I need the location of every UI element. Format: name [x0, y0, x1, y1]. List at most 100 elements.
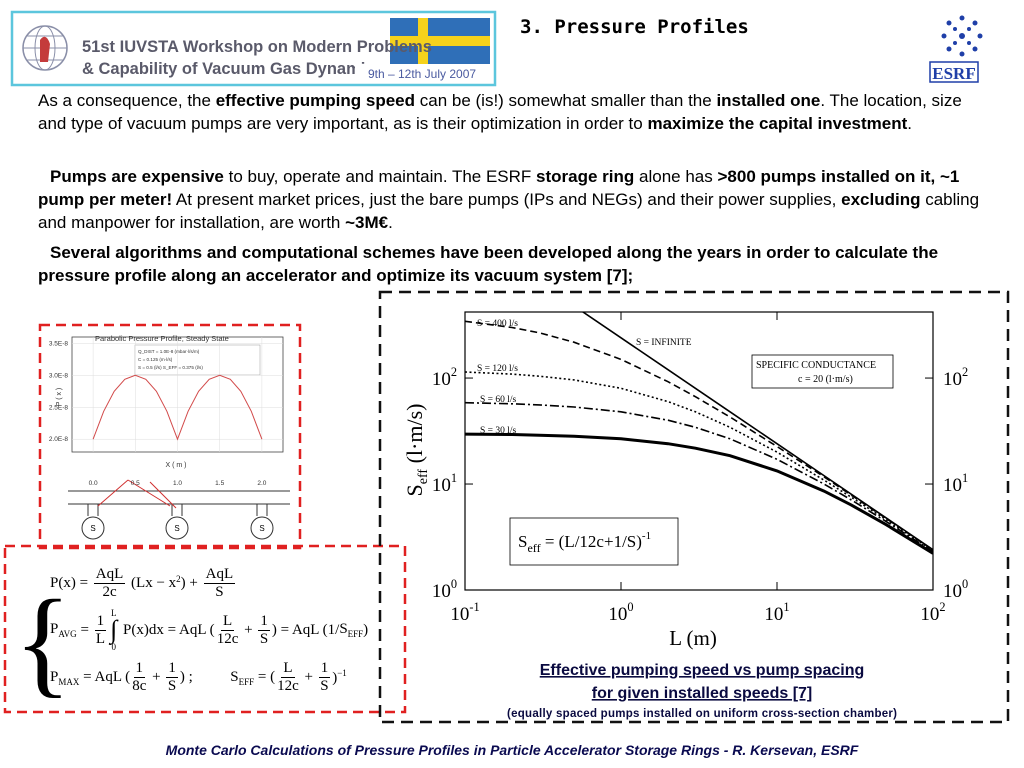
y-tick-label-base: 3.0E-8: [49, 372, 69, 379]
math-text: P(x)dx = AqL (: [119, 621, 215, 639]
x-tick-label: 1.0: [173, 480, 182, 487]
logo-text: ESRF: [932, 64, 975, 83]
fraction: L 12c: [277, 660, 299, 695]
y-axis-label: Seff (l·m/s): [402, 404, 431, 497]
math-text: +: [148, 669, 164, 686]
x-tick-label-exponent: -1: [469, 600, 479, 614]
denominator: S: [259, 630, 269, 647]
annotation: SPECIFIC CONDUCTANCE: [756, 360, 876, 371]
y-tick-label-base: 2.0E-8: [49, 436, 69, 443]
y-tick-label-exponent: 0: [451, 577, 457, 591]
pump-label: S: [90, 524, 95, 533]
integral-lower: 0: [111, 642, 116, 652]
text: .: [907, 114, 913, 133]
denominator: S: [167, 678, 177, 694]
x-tick-label: 100: [608, 600, 633, 625]
x-tick-label: 10-1: [450, 600, 479, 625]
x-tick-label: 102: [920, 600, 945, 625]
fraction: AqL 2c: [93, 566, 126, 601]
series-label: S = 60 l/s: [480, 395, 517, 405]
series-label: S = 120 l/s: [477, 364, 518, 374]
x-tick-label-base: 1.0: [173, 480, 182, 487]
text: As a consequence, the: [38, 91, 216, 110]
math-text: (Lx − x: [127, 575, 176, 592]
text: At present market prices, just the bare …: [172, 190, 842, 209]
pump-label: S: [174, 524, 179, 533]
globe-icon: [22, 25, 68, 71]
numerator: L: [281, 660, 295, 678]
text: can be (is!) somewhat smaller than the: [415, 91, 717, 110]
inset-frame: [38, 323, 302, 550]
numerator: 1: [94, 612, 107, 631]
bold-text: effective pumping speed: [215, 91, 416, 110]
text: .: [388, 213, 393, 232]
y-label-subscript: eff: [416, 469, 431, 485]
numerator: AqL: [93, 566, 126, 584]
math-text: +: [301, 669, 317, 686]
math-symbol: P(x)dx = AqL (: [119, 621, 215, 638]
y-tick-label-exponent: 2: [451, 365, 457, 379]
inset-title: Parabolic Pressure Profile, Steady State: [95, 334, 229, 343]
paragraph: Several algorithms and computational sch…: [38, 241, 986, 287]
numerator: L: [220, 612, 235, 631]
data-line: [92, 374, 263, 441]
math-symbol: +: [148, 669, 165, 685]
fraction: L 12c: [217, 613, 239, 648]
bold-text: maximize the capital investment: [647, 114, 908, 133]
series-label: S = INFINITE: [636, 338, 692, 348]
superscript: 2: [176, 574, 181, 584]
denominator: 12c: [216, 630, 239, 647]
numerator: 1: [258, 612, 270, 631]
math-symbol: ): [332, 670, 338, 686]
text: alone has: [634, 167, 718, 186]
y-label-symbol: S: [402, 484, 427, 496]
formula-superscript: -1: [642, 530, 651, 542]
math-symbol: +: [300, 669, 317, 685]
numerator: 1: [133, 660, 146, 678]
math-symbol: S: [230, 668, 239, 685]
x-tick-label: 101: [764, 600, 789, 625]
equation: PMAX = AqL (1 8c + 1 S) ; SEFF = (L 12c + 1…: [50, 660, 347, 695]
y2-tick-label-exponent: 2: [962, 365, 968, 379]
formula-symbol: S: [518, 532, 527, 551]
math-text: = AqL (: [79, 669, 130, 686]
y-tick-label: 100: [432, 577, 457, 602]
text: . The location, size and type of vacuum …: [38, 91, 962, 133]
math-symbol: ) ;: [179, 669, 231, 685]
math-text: ) ;: [180, 669, 230, 686]
math-text: ) +: [181, 575, 202, 592]
math-symbol: S: [339, 621, 348, 637]
math-symbol: ): [363, 621, 369, 638]
math-text: P(x) =: [50, 575, 92, 592]
math-text: = (: [254, 669, 275, 686]
math-symbol: +: [240, 621, 257, 638]
x-tick-label-exponent: 2: [939, 600, 945, 614]
brace: {: [14, 575, 72, 708]
caption-line: Effective pumping speed vs pump spacing: [540, 662, 865, 679]
y-tick-label: 2.0E-8: [49, 436, 69, 443]
inset-x-label: X ( m ): [166, 462, 187, 469]
math-text: =: [77, 622, 93, 639]
x-tick-label-base: 10: [764, 604, 783, 625]
math-text: ): [363, 622, 368, 639]
data-line: [465, 401, 933, 553]
denominator: S: [320, 678, 329, 694]
plot-area: [464, 311, 934, 591]
bold-text: ~3M€: [345, 213, 389, 232]
y-tick-label-base: 10: [432, 581, 451, 602]
y-tick-label-base: 10: [432, 369, 451, 390]
caption-note: (equally spaced pumps installed on unifo…: [507, 708, 897, 720]
bold-text: Several algorithms and computational sch…: [38, 243, 939, 285]
x-tick-label-exponent: 1: [783, 600, 789, 614]
x-axis-label: L (m): [669, 626, 717, 650]
superscript: −1: [337, 668, 347, 678]
math-text: SEFF: [230, 669, 254, 687]
x-tick-label: 1.5: [215, 480, 224, 487]
numerator: 1: [166, 660, 178, 678]
pump-schematic: [68, 479, 290, 540]
math-symbol: ) = AqL (1/: [271, 621, 340, 638]
